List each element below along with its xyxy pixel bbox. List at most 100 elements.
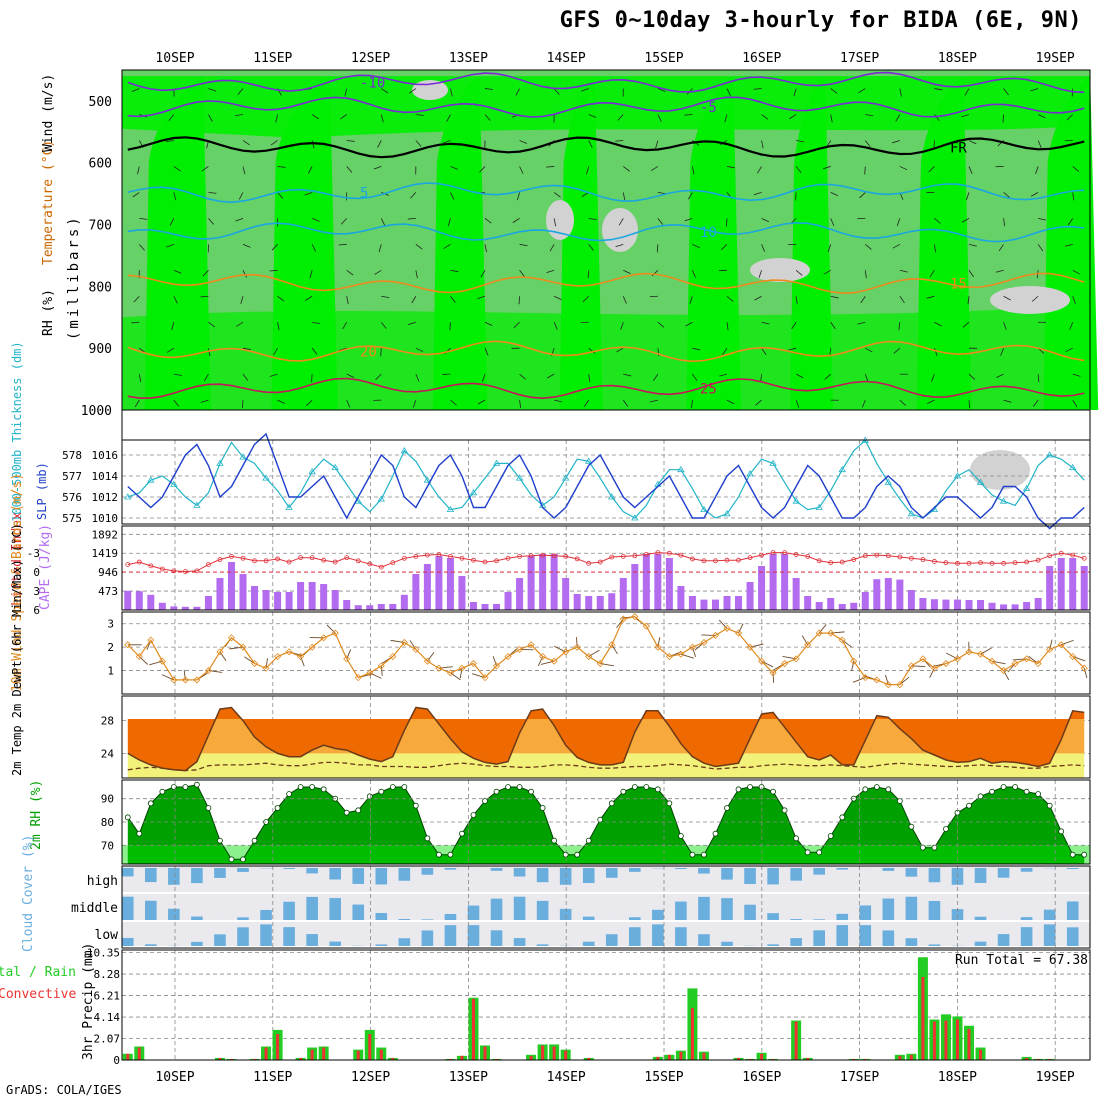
cape-bar bbox=[216, 578, 224, 610]
wind-barb bbox=[1072, 166, 1080, 172]
rh2m-point bbox=[989, 788, 995, 795]
rh2m-point bbox=[482, 798, 488, 804]
cape-bar bbox=[158, 602, 166, 610]
cape-bar bbox=[1023, 602, 1031, 610]
cloud-bar bbox=[513, 938, 526, 946]
rh-dry-patch bbox=[970, 450, 1030, 490]
date-label-bottom: 10SEP bbox=[155, 1070, 194, 1085]
wind10m-point bbox=[1000, 667, 1008, 675]
cape-bar bbox=[585, 596, 593, 610]
precip-conv-bar bbox=[460, 1055, 464, 1060]
wind10m-point bbox=[838, 636, 846, 644]
cape-bar bbox=[1080, 566, 1088, 610]
isotherm-line bbox=[127, 272, 1085, 295]
wind-barb bbox=[519, 243, 528, 247]
precip-conv-bar bbox=[863, 1058, 867, 1060]
wind10m-point bbox=[377, 662, 385, 670]
thickness-point bbox=[239, 453, 247, 460]
wind-barb bbox=[412, 399, 417, 408]
wind10m-point bbox=[331, 629, 339, 637]
rh2m-point bbox=[1012, 784, 1018, 790]
wind-barb bbox=[308, 166, 313, 174]
wind-barb bbox=[200, 399, 209, 403]
li-point bbox=[344, 555, 350, 561]
rh2m-point bbox=[643, 784, 650, 790]
wind10m-point bbox=[815, 629, 823, 637]
wind10m-point bbox=[573, 643, 581, 651]
cloud-bar bbox=[352, 868, 365, 884]
rh2m-point bbox=[873, 784, 880, 790]
rh2m-point bbox=[401, 784, 408, 790]
li-point bbox=[655, 550, 661, 556]
wind10m-point bbox=[804, 641, 812, 649]
wind-barb bbox=[242, 166, 246, 175]
wind-barb bbox=[622, 399, 629, 407]
wind10m-point bbox=[423, 657, 431, 665]
li-point bbox=[690, 556, 695, 562]
thickness-point bbox=[561, 474, 570, 481]
li-point bbox=[182, 569, 188, 574]
wind-barb bbox=[415, 114, 424, 116]
wind10m-panel: 1 2 3 bbox=[107, 611, 1091, 695]
rh-dry-patch bbox=[412, 80, 448, 100]
wind-barb bbox=[793, 88, 797, 97]
cloud-bar bbox=[767, 944, 779, 946]
wind-barb bbox=[201, 166, 209, 172]
cloud-bar bbox=[790, 938, 802, 946]
date-label-top: 10SEP bbox=[155, 51, 194, 66]
cloud-bar bbox=[928, 868, 941, 883]
wind-barb bbox=[795, 269, 803, 276]
cloud-bar bbox=[1020, 868, 1033, 872]
wind10m-point bbox=[389, 652, 397, 661]
wind-barb bbox=[1033, 399, 1039, 407]
cloud-bar bbox=[283, 868, 295, 869]
wind-barb bbox=[726, 88, 731, 96]
wind-barb bbox=[173, 269, 182, 274]
wind-barb bbox=[381, 88, 389, 94]
wind-barb bbox=[242, 373, 249, 381]
precip-conv-bar bbox=[702, 1052, 706, 1060]
rh2m-point bbox=[378, 788, 385, 795]
wind10m-point bbox=[504, 652, 512, 661]
wind-barb bbox=[622, 296, 627, 304]
wind-barb bbox=[587, 270, 590, 279]
date-label-top: 13SEP bbox=[449, 51, 488, 66]
dew-area bbox=[127, 707, 1085, 778]
wind10m-barb bbox=[718, 619, 728, 629]
rh2m-point bbox=[1035, 791, 1042, 797]
rh-moist-band bbox=[122, 76, 1090, 138]
wind-barb bbox=[691, 400, 693, 409]
li-point bbox=[240, 555, 246, 561]
cloud-bar bbox=[882, 898, 895, 920]
wind-barb bbox=[134, 399, 140, 408]
wind10m-point bbox=[446, 669, 454, 677]
wind-barb bbox=[1030, 192, 1039, 197]
wind-barb bbox=[860, 296, 866, 304]
cape-bar bbox=[838, 604, 846, 610]
li-point bbox=[413, 553, 419, 559]
wind-barb bbox=[415, 244, 423, 250]
date-label-top: 17SEP bbox=[840, 51, 879, 66]
li-point bbox=[955, 560, 960, 566]
li-point bbox=[713, 558, 718, 564]
thickness-point bbox=[608, 493, 616, 500]
date-label-top: 16SEP bbox=[742, 51, 781, 66]
wind10m-point bbox=[308, 643, 316, 651]
isotherm-line bbox=[127, 136, 1085, 159]
thickness-point bbox=[492, 459, 501, 466]
cloud-bar bbox=[813, 919, 825, 920]
wind10m-point bbox=[919, 655, 927, 663]
thickness-point bbox=[262, 474, 270, 481]
wind-barb bbox=[1037, 114, 1046, 119]
cloud-bar bbox=[744, 868, 756, 884]
temp-frame bbox=[121, 695, 1091, 779]
rh2m-point bbox=[827, 833, 834, 839]
wind-barb bbox=[305, 295, 313, 301]
wind10m-point bbox=[608, 641, 616, 649]
wind-barb bbox=[346, 373, 355, 378]
wind-barb bbox=[338, 347, 347, 351]
precip-tick: 10.35 bbox=[87, 947, 120, 960]
wind10m-point bbox=[492, 662, 501, 670]
wind-barb bbox=[859, 192, 866, 199]
thickness-point bbox=[124, 493, 132, 500]
